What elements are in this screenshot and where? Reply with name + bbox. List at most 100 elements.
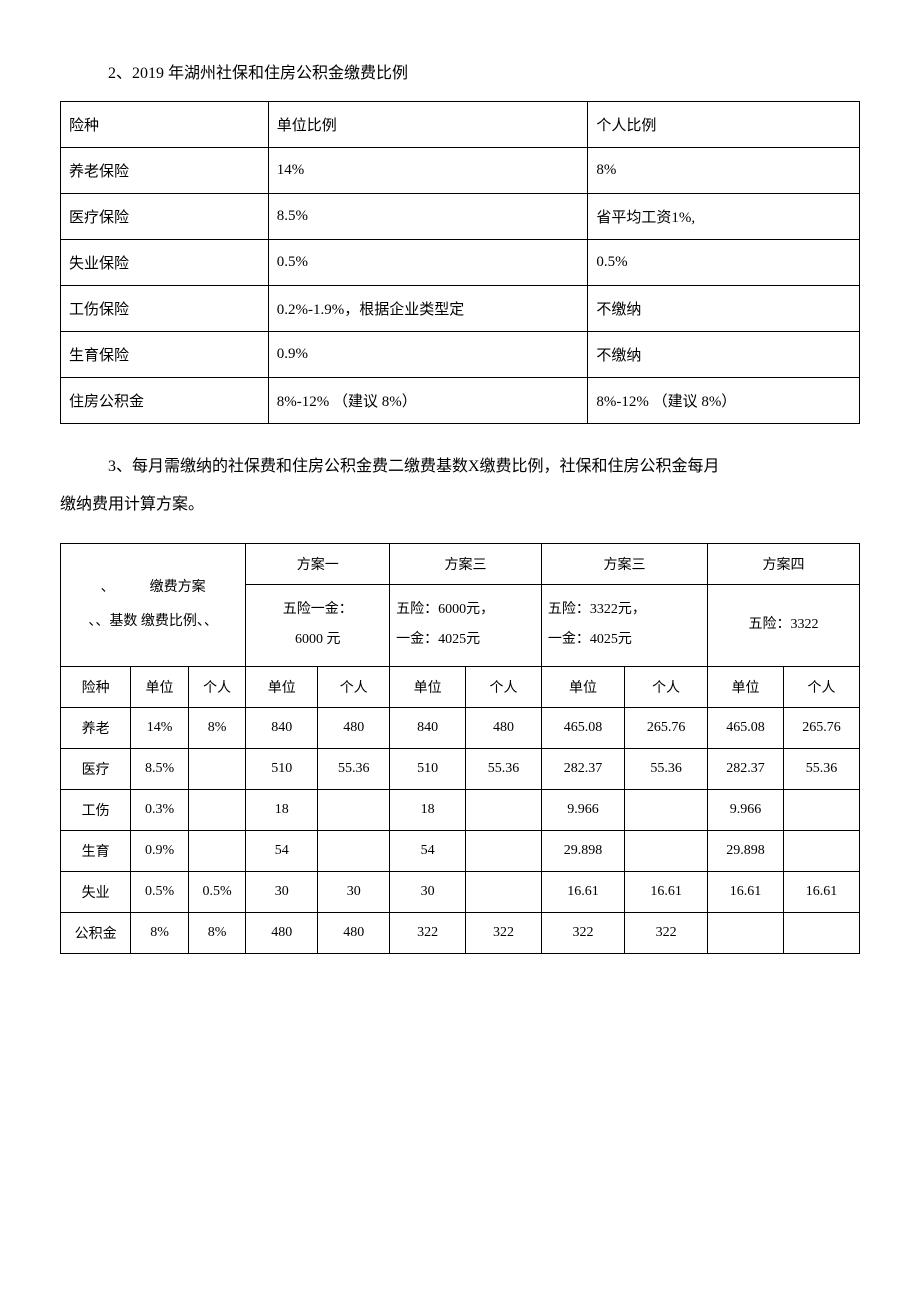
cell — [625, 831, 708, 872]
plan-name: 方案三 — [390, 543, 542, 584]
cell: 0.5% — [131, 872, 189, 913]
cell: 282.37 — [541, 749, 624, 790]
cell: 322 — [541, 913, 624, 954]
cell — [625, 790, 708, 831]
table-row: 、 缴费方案 、、基数 缴费比例、、 方案一 方案三 方案三 方案四 — [61, 543, 860, 584]
cell: 14% — [268, 147, 588, 193]
cell: 54 — [390, 831, 466, 872]
table-row: 生育保险0.9%不缴纳 — [61, 331, 860, 377]
paragraph-line-2: 缴纳费用计算方案。 — [60, 486, 860, 524]
cell: 465.08 — [708, 708, 784, 749]
cell: 18 — [246, 790, 318, 831]
cell: 55.36 — [318, 749, 390, 790]
calculation-table: 、 缴费方案 、、基数 缴费比例、、 方案一 方案三 方案三 方案四 五险一金：… — [60, 543, 860, 955]
plan-desc: 五险：3322 — [708, 584, 860, 667]
cell — [784, 831, 860, 872]
cell: 16.61 — [625, 872, 708, 913]
cell: 265.76 — [625, 708, 708, 749]
col-header: 险种 — [61, 101, 269, 147]
heading-1: 2、2019 年湖州社保和住房公积金缴费比例 — [108, 60, 860, 89]
cell — [466, 831, 542, 872]
cell: 55.36 — [784, 749, 860, 790]
cell: 工伤 — [61, 790, 131, 831]
cell: 29.898 — [708, 831, 784, 872]
cell: 14% — [131, 708, 189, 749]
col-header: 个人比例 — [588, 101, 860, 147]
cell: 0.3% — [131, 790, 189, 831]
cell: 医疗 — [61, 749, 131, 790]
sub-header: 单位 — [131, 667, 189, 708]
col-header: 单位比例 — [268, 101, 588, 147]
cell: 失业 — [61, 872, 131, 913]
cell: 0.9% — [131, 831, 189, 872]
table-row: 失业0.5%0.5%30303016.6116.6116.6116.61 — [61, 872, 860, 913]
table-row: 险种 单位比例 个人比例 — [61, 101, 860, 147]
cell: 0.2%-1.9%，根据企业类型定 — [268, 285, 588, 331]
table-row: 医疗8.5%51055.3651055.36282.3755.36282.375… — [61, 749, 860, 790]
sub-header: 单位 — [390, 667, 466, 708]
plan-desc: 五险一金：6000 元 — [246, 584, 390, 667]
scheme-label-line2: 、、基数 缴费比例、、 — [88, 614, 218, 629]
cell: 0.9% — [268, 331, 588, 377]
cell — [784, 913, 860, 954]
cell: 16.61 — [784, 872, 860, 913]
cell: 省平均工资1%, — [588, 193, 860, 239]
table-row: 养老14%8%840480840480465.08265.76465.08265… — [61, 708, 860, 749]
cell: 29.898 — [541, 831, 624, 872]
cell: 30 — [318, 872, 390, 913]
cell — [318, 790, 390, 831]
cell: 55.36 — [625, 749, 708, 790]
cell — [188, 790, 246, 831]
cell: 9.966 — [708, 790, 784, 831]
sub-header: 个人 — [318, 667, 390, 708]
plan-desc: 五险：6000元，一金：4025元 — [390, 584, 542, 667]
table-row: 公积金8%8%480480322322322322 — [61, 913, 860, 954]
plan-name: 方案三 — [541, 543, 707, 584]
cell — [784, 790, 860, 831]
cell: 不缴纳 — [588, 285, 860, 331]
cell: 30 — [390, 872, 466, 913]
cell: 16.61 — [708, 872, 784, 913]
sub-header: 个人 — [784, 667, 860, 708]
cell: 0.5% — [188, 872, 246, 913]
table-row: 险种 单位 个人 单位 个人 单位 个人 单位 个人 单位 个人 — [61, 667, 860, 708]
cell: 公积金 — [61, 913, 131, 954]
sub-header: 个人 — [466, 667, 542, 708]
cell: 480 — [246, 913, 318, 954]
sub-header: 险种 — [61, 667, 131, 708]
table-row: 工伤保险0.2%-1.9%，根据企业类型定不缴纳 — [61, 285, 860, 331]
cell: 8% — [131, 913, 189, 954]
sub-header: 单位 — [708, 667, 784, 708]
cell: 480 — [466, 708, 542, 749]
cell: 510 — [246, 749, 318, 790]
cell: 840 — [246, 708, 318, 749]
table-row: 住房公积金8%-12% （建议 8%）8%-12% （建议 8%） — [61, 377, 860, 423]
cell: 0.5% — [588, 239, 860, 285]
cell: 322 — [390, 913, 466, 954]
sub-header: 单位 — [541, 667, 624, 708]
scheme-label-line1: 、 缴费方案 — [101, 580, 206, 595]
cell: 16.61 — [541, 872, 624, 913]
sub-header: 单位 — [246, 667, 318, 708]
cell: 322 — [625, 913, 708, 954]
plan-name: 方案四 — [708, 543, 860, 584]
cell: 生育保险 — [61, 331, 269, 377]
cell: 8%-12% （建议 8%） — [588, 377, 860, 423]
cell — [188, 831, 246, 872]
cell: 54 — [246, 831, 318, 872]
cell: 8%-12% （建议 8%） — [268, 377, 588, 423]
table-row: 生育0.9%545429.89829.898 — [61, 831, 860, 872]
scheme-label-cell: 、 缴费方案 、、基数 缴费比例、、 — [61, 543, 246, 667]
cell — [466, 872, 542, 913]
cell: 8% — [588, 147, 860, 193]
cell: 8% — [188, 913, 246, 954]
sub-header: 个人 — [188, 667, 246, 708]
cell — [466, 790, 542, 831]
cell: 55.36 — [466, 749, 542, 790]
cell: 18 — [390, 790, 466, 831]
cell: 265.76 — [784, 708, 860, 749]
cell: 工伤保险 — [61, 285, 269, 331]
paragraph-line-1: 3、每月需缴纳的社保费和住房公积金费二缴费基数X缴费比例，社保和住房公积金每月 — [108, 448, 860, 486]
cell: 0.5% — [268, 239, 588, 285]
cell — [318, 831, 390, 872]
